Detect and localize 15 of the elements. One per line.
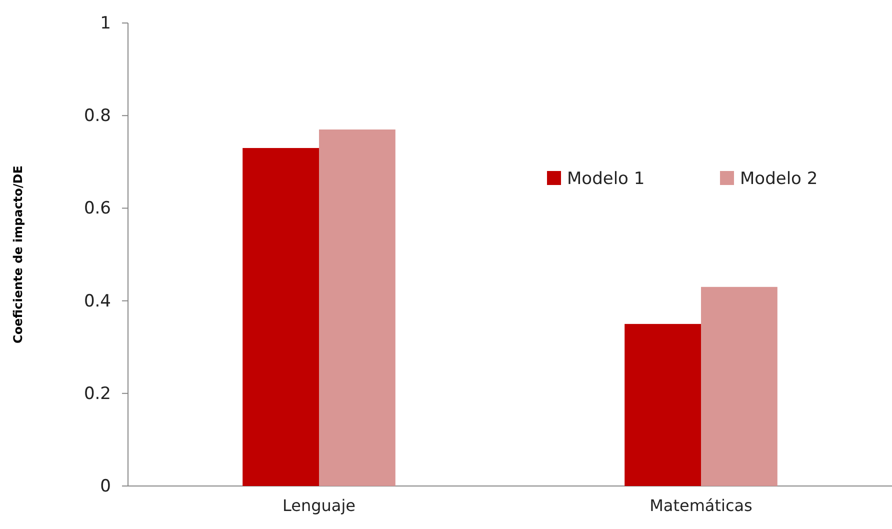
y-axis-title: Coeficiente de impacto/DE [11, 166, 25, 344]
y-tick-label: 0.6 [84, 198, 111, 219]
y-tick-label: 0 [100, 476, 111, 496]
legend-label: Modelo 1 [567, 169, 645, 189]
legend-label: Modelo 2 [740, 169, 818, 189]
bar [624, 324, 701, 486]
x-tick-label: Lenguaje [282, 496, 356, 515]
y-tick-label: 0.8 [84, 106, 111, 126]
y-tick-label: 0.2 [84, 384, 111, 404]
bar [319, 129, 396, 486]
y-tick-label: 1 [100, 13, 111, 34]
y-tick-label: 0.4 [84, 291, 111, 312]
bar [242, 148, 319, 486]
bar [701, 286, 778, 486]
x-tick-label: Matemáticas [650, 496, 752, 515]
